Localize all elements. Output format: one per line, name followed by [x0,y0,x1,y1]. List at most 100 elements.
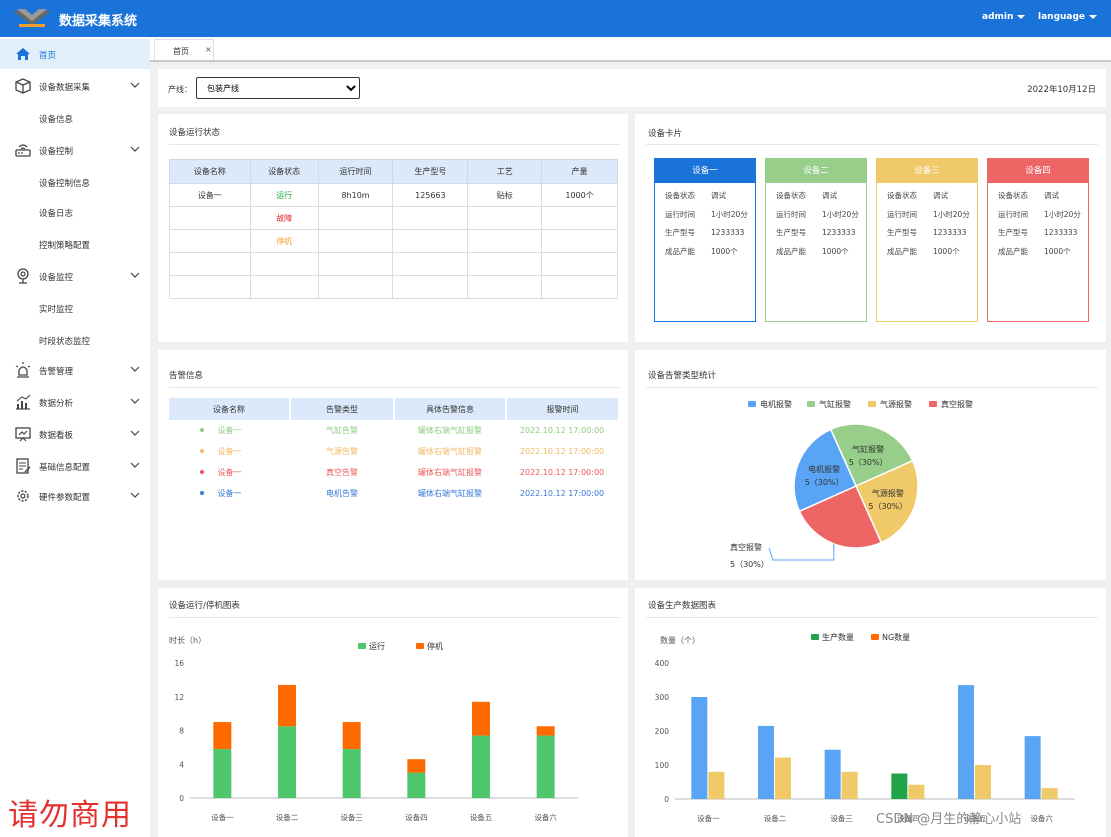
sidebar-item-device-data-collection[interactable]: 设备数据采集 [0,71,150,101]
bar [1024,736,1041,799]
device-card-field-label: 成品产能 [887,247,917,256]
slice-label: 气缸报警 [852,444,884,454]
bar [824,749,841,799]
column-header: 工艺 [467,159,543,184]
table-cell-model [392,275,469,299]
bar-segment [407,759,426,773]
sidebar-item-device-monitor[interactable]: 设备监控 [0,261,150,291]
device-card[interactable]: 设备三 设备状态 调试 运行时间 1小时20分 生产型号 1233333 成品产能 1000个 [876,158,978,322]
bar [691,697,708,799]
device-card[interactable]: 设备一 设备状态 调试 运行时间 1小时20分 生产型号 1233333 成品产能 1000个 [654,158,756,322]
bar-segment [472,735,490,798]
device-card-title: 设备一 [655,159,755,183]
sidebar-subitem-device-info[interactable]: 设备信息 [0,106,150,130]
sidebar-item-label: 设备监控 [39,273,74,283]
table-cell-type: 气缸告警 [326,426,358,435]
device-card-row: 成品产能 1000个 [998,246,1071,257]
language-menu[interactable]: language [1038,12,1098,22]
x-tick-label: 设备六 [534,812,557,822]
y-tick-label: 12 [174,693,184,702]
panel-title: 设备运行/停机图表 [169,601,240,611]
sidebar: 首页 设备数据采集 设备信息 设备控制 设备控制信息 设备日志 控制策略配置 设… [0,37,150,837]
device-card-field-value: 1小时20分 [711,210,748,219]
tab-home[interactable]: 首页 × [154,39,214,60]
device-card-row: 运行时间 1小时20分 [998,209,1081,220]
legend-swatch [871,634,879,640]
device-card-row: 设备状态 调试 [665,190,726,201]
divider [646,617,1098,618]
device-card-field-label: 生产型号 [776,228,806,237]
table-cell-device: 设备一 [169,420,290,441]
table-cell-detail: 罐体右端气缸报警 [418,489,482,498]
pie-slice [798,485,883,549]
device-card[interactable]: 设备四 设备状态 调试 运行时间 1小时20分 生产型号 1233333 成品产能 1000个 [987,158,1089,322]
table-row: 设备一 气源告警 罐体右端气缸报警 2022.10.12 17:00:00 [169,441,618,462]
tab-bar: 首页 × [150,37,1111,62]
y-tick-label: 16 [174,659,184,668]
device-status-table: 设备名称 设备状态 运行时间 生产型号 工艺 产量 设备一 运行 8h10m 1256… [169,159,618,299]
table-cell-status [249,275,319,299]
table-row: 设备一 真空告警 罐体右端气缸报警 2022.10.12 17:00:00 [169,462,618,483]
sidebar-item-basic-info-config[interactable]: 基础信息配置 [0,451,150,481]
sidebar-item-alarm-management[interactable]: 告警管理 [0,355,150,385]
device-card-field-label: 生产型号 [998,228,1028,237]
device-status-table-body: 设备一 运行 8h10m 125663 贴标 1000个 故障 停机 [169,183,618,299]
panel-title: 告警信息 [169,371,204,381]
divider [169,144,620,145]
sidebar-item-label: 时段状态监控 [39,337,91,347]
device-card-field-label: 生产型号 [887,228,917,237]
run-stop-chart-panel: 设备运行/停机图表 时长（h） 0 4 8 12 16 设备一 设备二 设备三 设备四 设备五 设备六… [158,588,628,837]
sidebar-subitem-device-log[interactable]: 设备日志 [0,200,150,224]
legend-label: 气缸报警 [819,399,851,409]
sidebar-item-home[interactable]: 首页 [0,39,150,69]
alarm-type-pie-chart: 电机报警 气缸报警 气源报警 真空报警电机报警5（30%）气缸报警5（30%）气源报警… [730,399,973,569]
sidebar-item-device-control[interactable]: 设备控制 [0,135,150,165]
sidebar-item-data-board[interactable]: 数据看板 [0,419,150,449]
sidebar-subitem-device-control-info[interactable]: 设备控制信息 [0,170,150,194]
home-icon [16,48,30,60]
sidebar-item-data-analysis[interactable]: 数据分析 [0,387,150,417]
panel-title: 设备运行状态 [169,128,221,138]
sidebar-subitem-realtime-monitor[interactable]: 实时监控 [0,296,150,320]
divider [169,617,620,618]
table-cell-craft [467,275,543,299]
table-cell-status: 故障 [249,206,319,230]
legend-label: NG数量 [882,632,910,642]
chevron-down-icon [130,272,140,278]
sidebar-item-label: 设备数据采集 [39,83,91,93]
table-cell-output: 1000个 [541,183,618,207]
sidebar-item-hardware-config[interactable]: 硬件参数配置 [0,481,150,511]
device-card-field-value: 1小时20分 [822,210,859,219]
column-header: 设备名称 [169,159,251,184]
bar-segment [536,735,555,798]
tab-close-icon[interactable]: × [205,45,212,54]
chevron-down-icon [130,146,140,152]
sidebar-subitem-control-strategy[interactable]: 控制策略配置 [0,232,150,256]
sidebar-item-label: 首页 [39,51,57,61]
sidebar-item-label: 控制策略配置 [39,241,91,251]
device-card[interactable]: 设备二 设备状态 调试 运行时间 1小时20分 生产型号 1233333 成品产能 1000个 [765,158,867,322]
table-cell-type: 气源告警 [326,447,358,456]
x-tick-label: 设备一 [697,813,720,823]
chevron-down-icon [130,430,140,436]
device-card-field-value: 调试 [711,191,726,200]
legend-swatch [807,401,815,407]
device-card-field-value: 1000个 [711,247,738,256]
table-cell-output [541,229,618,253]
production-line-select[interactable]: 包装产线 [196,77,360,99]
sidebar-item-label: 设备控制 [39,147,74,157]
bar [908,784,925,799]
table-header-row: 设备名称 设备状态 运行时间 生产型号 工艺 产量 [169,159,618,184]
sidebar-subitem-period-monitor[interactable]: 时段状态监控 [0,328,150,352]
user-menu[interactable]: admin [982,12,1026,22]
table-cell-model [392,229,469,253]
table-cell-output [541,252,618,276]
legend-label: 生产数量 [822,632,854,642]
panel-title: 设备告警类型统计 [648,371,717,381]
box-icon [15,78,31,94]
alarm-light-icon [15,362,31,378]
bar-segment [213,722,232,750]
table-cell-time [317,252,394,276]
device-card-field-label: 生产型号 [665,228,695,237]
bar [1041,788,1058,799]
